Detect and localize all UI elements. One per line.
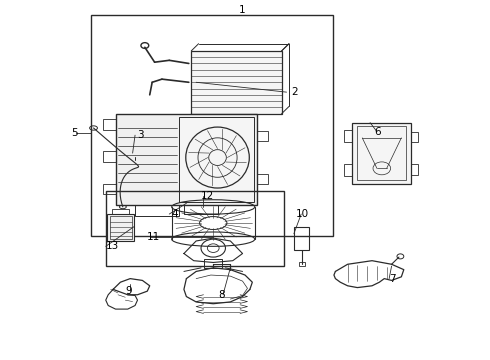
Bar [299,262,305,266]
Bar [103,119,116,130]
Text: 12: 12 [201,191,214,201]
Text: 1: 1 [239,5,246,15]
Bar [352,123,411,184]
Bar [204,259,222,268]
Bar [411,164,418,175]
Bar [357,126,406,180]
Text: 6: 6 [374,127,381,136]
Bar [179,117,254,202]
Bar [110,216,132,239]
Bar [411,132,418,142]
Text: 5: 5 [72,129,78,138]
Bar [91,15,333,235]
Bar [343,164,352,176]
Bar [106,191,284,266]
Bar [116,114,257,205]
Bar [343,130,352,142]
Text: 11: 11 [147,232,161,242]
Bar [103,184,116,194]
Bar [103,151,116,162]
Bar [294,226,310,250]
Text: 4: 4 [172,209,178,219]
Bar [125,141,144,157]
Text: 8: 8 [218,290,225,300]
Bar [191,51,282,114]
Bar [184,205,218,214]
Text: 3: 3 [138,130,144,140]
Bar [257,131,268,140]
Bar [107,214,134,241]
Bar [112,209,129,214]
Text: 13: 13 [106,241,119,251]
Bar [257,174,268,184]
Text: 10: 10 [296,209,309,219]
Text: 9: 9 [125,286,132,296]
Bar [127,143,142,155]
Text: 2: 2 [292,87,298,97]
Text: 7: 7 [389,274,396,284]
Bar [135,205,179,216]
